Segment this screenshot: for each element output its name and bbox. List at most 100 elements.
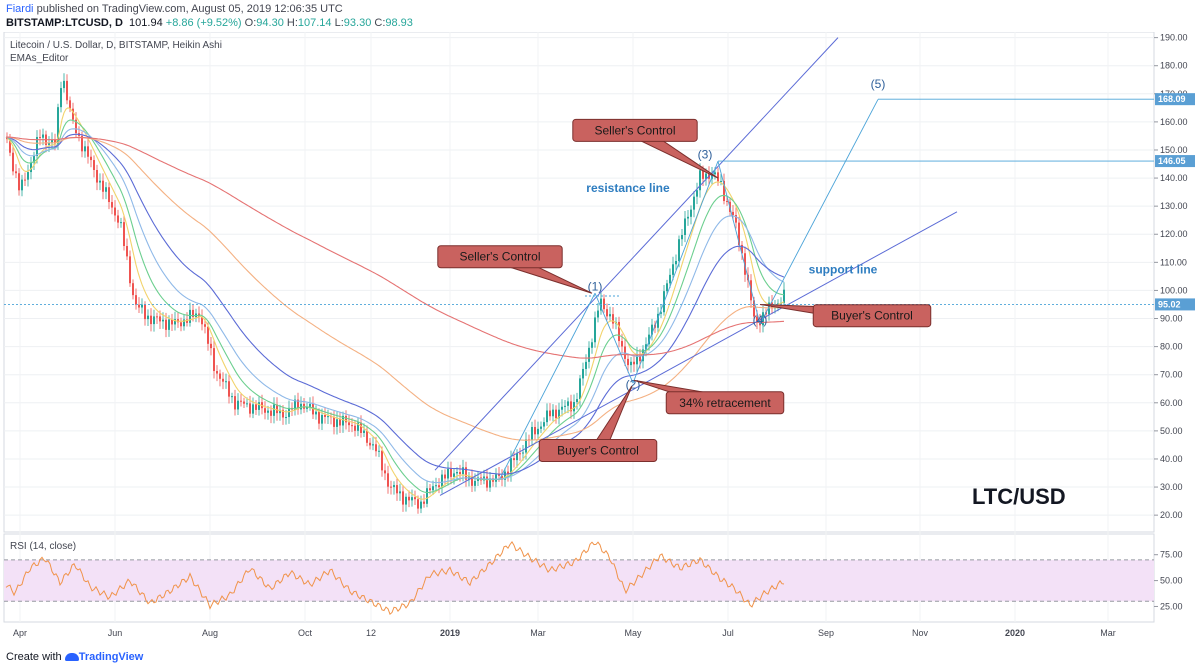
published-text: published on TradingView.com, August 05,…	[36, 3, 343, 15]
high-label: H:	[286, 17, 298, 29]
candle-body	[657, 313, 659, 328]
candle-body	[555, 409, 557, 419]
price-level-badge-label: 168.09	[1158, 94, 1186, 104]
candle-body	[723, 180, 725, 202]
candle-body	[573, 402, 575, 412]
candle-body	[405, 496, 407, 505]
candle-body	[486, 476, 488, 488]
candle-body	[744, 253, 746, 275]
candle-body	[282, 409, 284, 418]
wave-label: (4)	[753, 313, 768, 327]
price-level-badge-label: 146.05	[1158, 156, 1186, 166]
price-tick-label: 50.00	[1160, 426, 1183, 436]
candle-body	[621, 341, 623, 347]
candle-body	[105, 187, 107, 192]
candle-body	[564, 405, 566, 407]
candle-body	[504, 471, 506, 480]
candle-body	[66, 80, 68, 101]
candle-body	[255, 404, 257, 410]
candle-body	[372, 444, 374, 446]
candle-body	[42, 134, 44, 138]
candle-body	[33, 156, 35, 163]
price-chart[interactable]: 20.00 30.00 40.00 50.00 60.00 70.00 80.00 90.00…	[0, 32, 1200, 648]
price-axis[interactable]: 20.00 30.00 40.00 50.00 60.00 70.00 80.00 90.00…	[1154, 33, 1195, 521]
price-tick-label: 30.00	[1160, 482, 1183, 492]
candle-body	[681, 234, 683, 240]
candle-body	[402, 491, 404, 505]
candle-body	[522, 452, 524, 454]
trend-annotation-text: resistance line	[586, 181, 670, 195]
candle-body	[135, 295, 137, 305]
candle-body	[90, 156, 92, 161]
candle-body	[117, 215, 119, 223]
high-value: 107.14	[297, 17, 332, 29]
candle-body	[384, 470, 386, 474]
candle-body	[21, 179, 23, 191]
callout-label: Seller's Control	[595, 123, 676, 137]
callout-label: Buyer's Control	[557, 444, 639, 458]
candle-body	[75, 119, 77, 134]
candle-body	[192, 309, 194, 318]
rsi-label[interactable]: RSI (14, close)	[10, 541, 76, 552]
candle-body	[513, 458, 515, 461]
price-level-badge	[1155, 93, 1195, 106]
candle-body	[531, 426, 533, 440]
candle-body	[15, 171, 17, 174]
elliott-wave-line	[717, 161, 761, 325]
time-tick-label: Oct	[298, 628, 313, 638]
ema-lines	[5, 107, 785, 500]
candle-body	[516, 453, 518, 461]
candle-body	[375, 444, 377, 452]
ema-50-line	[5, 133, 785, 475]
candle-body	[783, 289, 785, 303]
candle-body	[267, 410, 269, 413]
candle-body	[627, 358, 629, 366]
author-name[interactable]: Fiardi	[6, 3, 34, 15]
elliott-wave-line	[632, 161, 719, 384]
candle-body	[126, 246, 128, 257]
candle-body	[228, 381, 230, 397]
candle-body	[675, 261, 677, 265]
candle-body	[618, 321, 620, 342]
candle-body	[153, 316, 155, 325]
candle-body	[423, 501, 425, 504]
callout-box	[812, 304, 932, 328]
price-tick-label: 150.00	[1160, 145, 1188, 155]
candle-body	[327, 416, 329, 418]
rsi-line	[5, 541, 785, 616]
open-value: 94.30	[256, 17, 284, 29]
candle-body	[240, 400, 242, 402]
time-tick-label: Mar	[1100, 628, 1116, 638]
candle-body	[36, 137, 38, 157]
rsi-axis[interactable]: 25.00 50.00 75.00	[1154, 550, 1183, 612]
candle-body	[630, 361, 632, 366]
indicator-label[interactable]: EMAs_Editor	[10, 53, 69, 64]
candle-body	[465, 467, 467, 480]
candle-body	[342, 415, 344, 426]
candle-body	[399, 491, 401, 494]
candle-body	[447, 468, 449, 479]
candle-body	[537, 428, 539, 435]
candle-body	[324, 414, 326, 417]
candle-body	[411, 497, 413, 501]
time-axis[interactable]: Apr Jun Aug Oct 12 2019 Mar May Jul Sep Nov 2020 Mar	[13, 628, 1116, 638]
candle-body	[699, 170, 701, 191]
candle-body	[669, 274, 671, 284]
candle-body	[462, 467, 464, 475]
candle-body	[567, 401, 569, 406]
candle-body	[345, 415, 347, 423]
resistance-trend-line	[434, 37, 839, 471]
price-tick-label: 160.00	[1160, 117, 1188, 127]
candle-body	[420, 501, 422, 509]
candle-body	[588, 347, 590, 362]
candle-body	[213, 348, 215, 372]
candle-body	[69, 100, 71, 109]
candle-body	[123, 222, 125, 247]
candle-body	[168, 319, 170, 330]
wave-label: (5)	[871, 77, 886, 91]
candle-body	[225, 381, 227, 383]
price-tick-label: 70.00	[1160, 370, 1183, 380]
candle-body	[294, 399, 296, 410]
footer-brand[interactable]: TradingView	[78, 651, 144, 663]
candle-body	[648, 334, 650, 345]
